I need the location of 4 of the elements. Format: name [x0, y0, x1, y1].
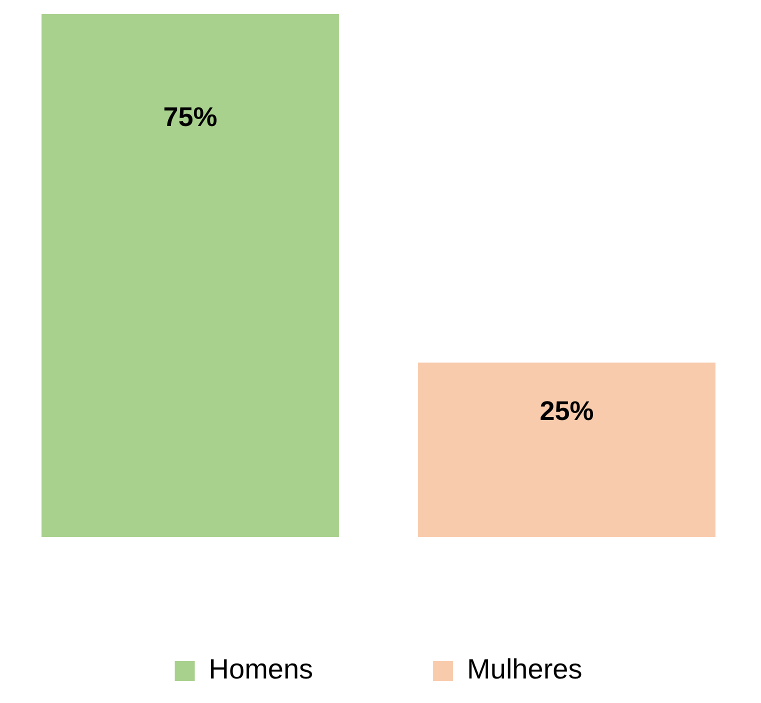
data-label: 75% [163, 102, 218, 132]
data-label: 25% [540, 396, 594, 426]
legend-label: Homens [208, 654, 314, 685]
legend-label: Mulheres [467, 654, 582, 685]
